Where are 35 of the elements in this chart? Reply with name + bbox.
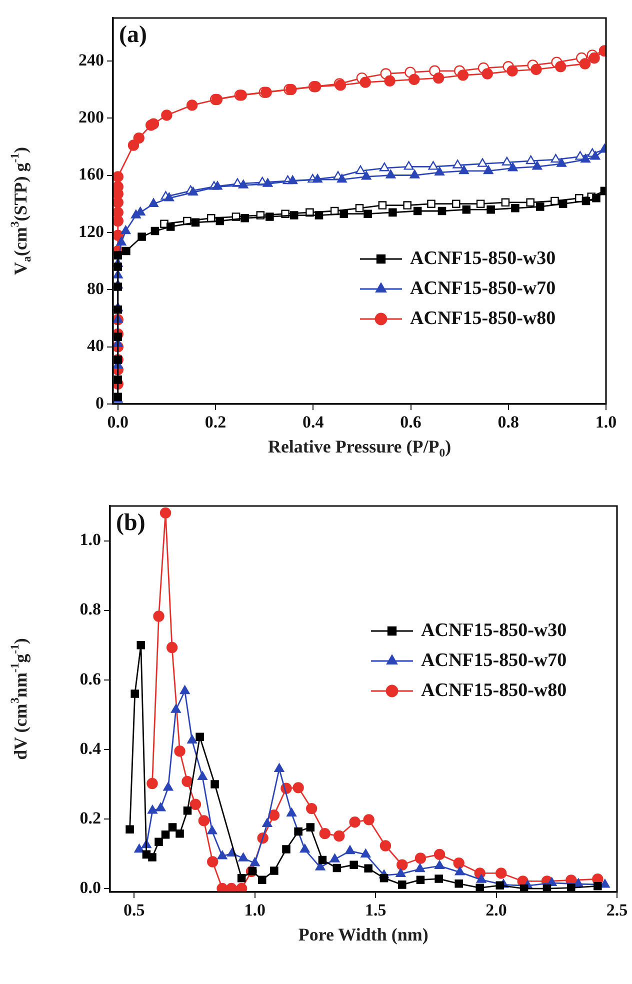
y-tick-label: 200 — [78, 107, 104, 126]
y-axis-title: Va(cm3(STP) g-1) — [8, 147, 34, 275]
y-tick-label: 0.0 — [80, 878, 101, 897]
y-tick-label: 0.4 — [80, 738, 102, 758]
legend-label: ACNF15-850-w30 — [421, 620, 567, 641]
legend-label: ACNF15-850-w70 — [410, 278, 556, 299]
annotation: (a) — [119, 22, 147, 48]
y-tick-label: 80 — [87, 279, 104, 298]
y-tick-label: 0.8 — [80, 600, 101, 619]
annotation: (b) — [116, 510, 146, 536]
y-tick-label: 160 — [78, 164, 104, 184]
y-tick-label: 240 — [78, 50, 104, 70]
x-tick-label: 0.0 — [107, 412, 129, 432]
x-tick-label: 1.5 — [364, 900, 386, 920]
x-tick-label: 0.6 — [400, 412, 422, 432]
y-tick-label: 0.6 — [80, 669, 101, 688]
y-tick-label: 1.0 — [80, 530, 101, 550]
x-tick-label: 2.5 — [606, 900, 628, 920]
x-axis-title: Pore Width (nm) — [298, 924, 428, 945]
legend-label: ACNF15-850-w80 — [421, 680, 567, 701]
y-axis-title: dV (cm3nm-1g-1) — [8, 638, 31, 760]
y-tick-label: 0.2 — [80, 808, 101, 828]
x-tick-label: 2.0 — [486, 900, 507, 920]
x-tick-label: 0.4 — [302, 412, 324, 432]
x-tick-label: 0.2 — [204, 412, 226, 432]
legend-label: ACNF15-850-w80 — [410, 308, 556, 329]
legend-label: ACNF15-850-w30 — [410, 248, 556, 269]
x-tick-label: 0.5 — [124, 900, 145, 920]
x-tick-label: 0.8 — [498, 412, 519, 432]
x-tick-label: 1.0 — [595, 412, 617, 432]
x-tick-label: 1.0 — [244, 900, 266, 920]
y-tick-label: 0 — [96, 393, 104, 412]
y-tick-label: 40 — [87, 336, 104, 356]
y-tick-label: 120 — [78, 222, 104, 241]
legend-label: ACNF15-850-w70 — [421, 650, 567, 671]
